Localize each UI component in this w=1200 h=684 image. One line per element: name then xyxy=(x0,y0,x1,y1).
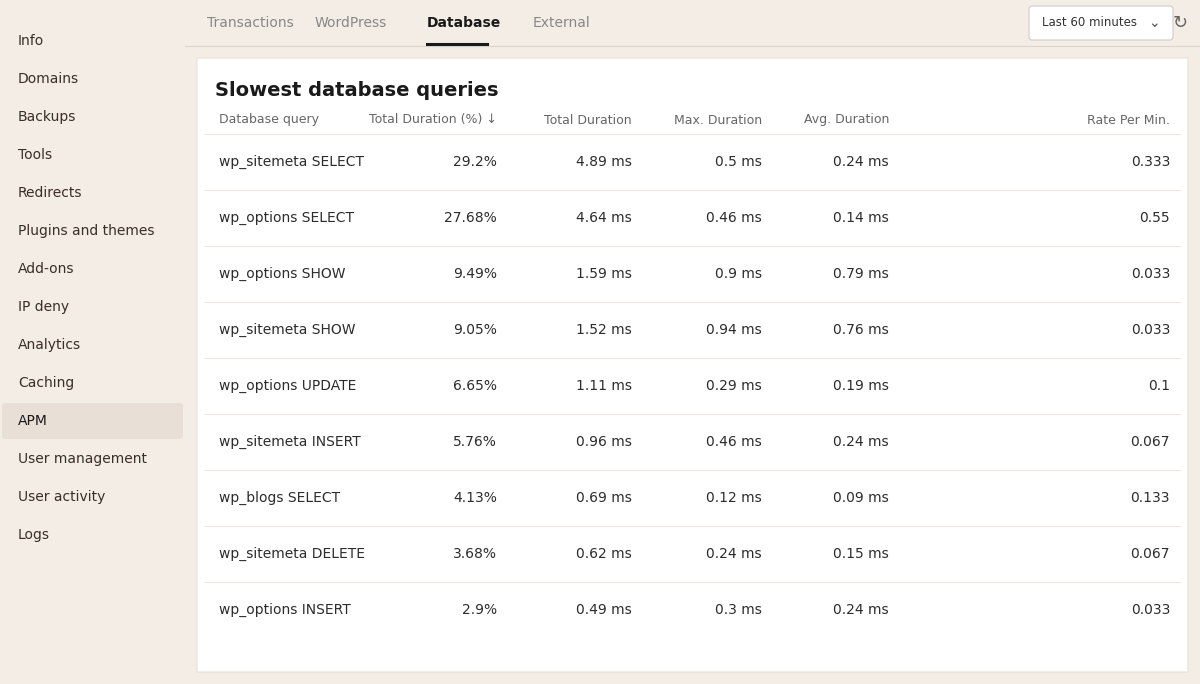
Text: Logs: Logs xyxy=(18,528,50,542)
Text: 0.12 ms: 0.12 ms xyxy=(707,491,762,505)
Text: Backups: Backups xyxy=(18,110,77,124)
Text: 0.55: 0.55 xyxy=(1139,211,1170,225)
Text: 0.96 ms: 0.96 ms xyxy=(576,435,632,449)
Text: 0.94 ms: 0.94 ms xyxy=(707,323,762,337)
Text: 29.2%: 29.2% xyxy=(454,155,497,169)
Text: wp_options UPDATE: wp_options UPDATE xyxy=(220,379,356,393)
Text: 0.49 ms: 0.49 ms xyxy=(576,603,632,617)
Text: wp_options SELECT: wp_options SELECT xyxy=(220,211,354,225)
Text: 4.89 ms: 4.89 ms xyxy=(576,155,632,169)
Text: 0.19 ms: 0.19 ms xyxy=(833,379,889,393)
Text: IP deny: IP deny xyxy=(18,300,70,314)
Text: wp_sitemeta INSERT: wp_sitemeta INSERT xyxy=(220,435,361,449)
Text: Database query: Database query xyxy=(220,114,319,127)
Text: 4.64 ms: 4.64 ms xyxy=(576,211,632,225)
Text: 0.333: 0.333 xyxy=(1130,155,1170,169)
Text: 6.65%: 6.65% xyxy=(454,379,497,393)
Text: 0.29 ms: 0.29 ms xyxy=(707,379,762,393)
Text: 9.05%: 9.05% xyxy=(454,323,497,337)
Text: wp_sitemeta SELECT: wp_sitemeta SELECT xyxy=(220,155,364,169)
FancyBboxPatch shape xyxy=(197,58,1188,672)
Text: 4.13%: 4.13% xyxy=(454,491,497,505)
Text: Avg. Duration: Avg. Duration xyxy=(804,114,889,127)
Text: Caching: Caching xyxy=(18,376,74,390)
Text: Total Duration: Total Duration xyxy=(545,114,632,127)
Text: 0.3 ms: 0.3 ms xyxy=(715,603,762,617)
Text: Slowest database queries: Slowest database queries xyxy=(215,81,498,99)
Text: 0.5 ms: 0.5 ms xyxy=(715,155,762,169)
Text: Add-ons: Add-ons xyxy=(18,262,74,276)
Text: 0.09 ms: 0.09 ms xyxy=(833,491,889,505)
Text: Rate Per Min.: Rate Per Min. xyxy=(1087,114,1170,127)
Text: 0.46 ms: 0.46 ms xyxy=(707,435,762,449)
Text: 1.11 ms: 1.11 ms xyxy=(576,379,632,393)
Text: 0.067: 0.067 xyxy=(1130,435,1170,449)
Text: wp_options SHOW: wp_options SHOW xyxy=(220,267,346,281)
Text: ⌄: ⌄ xyxy=(1148,16,1160,30)
Text: APM: APM xyxy=(18,414,48,428)
Text: 1.59 ms: 1.59 ms xyxy=(576,267,632,281)
Text: 0.133: 0.133 xyxy=(1130,491,1170,505)
Text: Domains: Domains xyxy=(18,72,79,86)
Text: External: External xyxy=(533,16,590,30)
FancyBboxPatch shape xyxy=(1030,6,1174,40)
Text: 0.9 ms: 0.9 ms xyxy=(715,267,762,281)
Text: 3.68%: 3.68% xyxy=(454,547,497,561)
Text: Info: Info xyxy=(18,34,44,48)
Text: wp_blogs SELECT: wp_blogs SELECT xyxy=(220,491,340,505)
Text: 27.68%: 27.68% xyxy=(444,211,497,225)
FancyBboxPatch shape xyxy=(2,403,182,439)
Text: WordPress: WordPress xyxy=(314,16,388,30)
Text: 0.24 ms: 0.24 ms xyxy=(833,435,889,449)
Text: wp_options INSERT: wp_options INSERT xyxy=(220,603,350,617)
Text: 0.69 ms: 0.69 ms xyxy=(576,491,632,505)
Text: Total Duration (%) ↓: Total Duration (%) ↓ xyxy=(370,114,497,127)
Text: 0.62 ms: 0.62 ms xyxy=(576,547,632,561)
Text: Tools: Tools xyxy=(18,148,52,162)
Text: 0.15 ms: 0.15 ms xyxy=(833,547,889,561)
Text: Redirects: Redirects xyxy=(18,186,83,200)
Text: 0.033: 0.033 xyxy=(1130,323,1170,337)
Text: wp_sitemeta DELETE: wp_sitemeta DELETE xyxy=(220,547,365,561)
Text: 0.46 ms: 0.46 ms xyxy=(707,211,762,225)
Text: 9.49%: 9.49% xyxy=(454,267,497,281)
Text: 0.24 ms: 0.24 ms xyxy=(707,547,762,561)
Text: 0.14 ms: 0.14 ms xyxy=(833,211,889,225)
Text: User activity: User activity xyxy=(18,490,106,504)
Text: 1.52 ms: 1.52 ms xyxy=(576,323,632,337)
Bar xyxy=(185,0,1200,684)
Text: 0.033: 0.033 xyxy=(1130,267,1170,281)
Text: 0.067: 0.067 xyxy=(1130,547,1170,561)
Text: User management: User management xyxy=(18,452,148,466)
Text: 5.76%: 5.76% xyxy=(454,435,497,449)
Text: wp_sitemeta SHOW: wp_sitemeta SHOW xyxy=(220,323,355,337)
Text: 0.79 ms: 0.79 ms xyxy=(833,267,889,281)
Text: 0.24 ms: 0.24 ms xyxy=(833,155,889,169)
Text: Transactions: Transactions xyxy=(208,16,294,30)
Text: Database: Database xyxy=(427,16,502,30)
Bar xyxy=(0,0,185,684)
Text: 0.1: 0.1 xyxy=(1148,379,1170,393)
Text: ↻: ↻ xyxy=(1172,14,1188,32)
Text: 0.24 ms: 0.24 ms xyxy=(833,603,889,617)
Text: Max. Duration: Max. Duration xyxy=(674,114,762,127)
Text: Last 60 minutes: Last 60 minutes xyxy=(1042,16,1138,29)
Text: 0.033: 0.033 xyxy=(1130,603,1170,617)
Text: Plugins and themes: Plugins and themes xyxy=(18,224,155,238)
Text: Analytics: Analytics xyxy=(18,338,82,352)
Text: 2.9%: 2.9% xyxy=(462,603,497,617)
Text: 0.76 ms: 0.76 ms xyxy=(833,323,889,337)
